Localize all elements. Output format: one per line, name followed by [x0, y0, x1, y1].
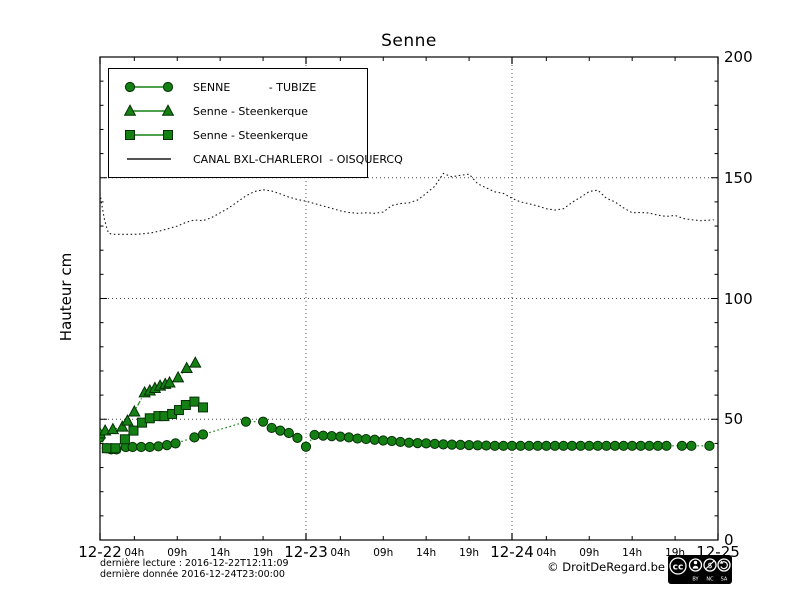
legend-item-0: SENNE - TUBIZE — [121, 75, 367, 99]
y-tick-label: 100 — [724, 289, 753, 308]
last-data-text: dernière donnée 2016-12-24T23:00:00 — [100, 569, 285, 580]
x-hour-tick-label: 04h — [124, 547, 145, 559]
y-tick-label: 150 — [724, 168, 753, 187]
x-hour-tick-label: 14h — [416, 547, 437, 559]
cc-text: cc — [673, 563, 684, 573]
x-hour-tick-label: 09h — [167, 547, 188, 559]
cc-icon — [669, 557, 731, 575]
legend-label: SENNE - TUBIZE — [193, 80, 317, 94]
chart-title: Senne — [381, 31, 437, 51]
square-legend-glyph — [125, 130, 173, 140]
x-day-tick-label: 12-22 — [78, 543, 122, 561]
line-legend-glyph — [127, 158, 171, 160]
y-tick-label: 0 — [724, 531, 734, 549]
series-0-circles — [100, 416, 715, 455]
x-hour-tick-label: 19h — [253, 547, 274, 559]
by-label: BY — [692, 577, 699, 583]
nc-icon: $ — [705, 560, 715, 570]
x-day-tick-label: 12-24 — [490, 543, 534, 561]
legend-item-2: Senne - Steenkerque — [121, 123, 367, 147]
x-hour-tick-label: 14h — [210, 547, 231, 559]
nc-label: NC — [706, 577, 714, 583]
x-hour-tick-label: 19h — [459, 547, 480, 559]
legend-label: Senne - Steenkerque — [193, 104, 309, 118]
x-hour-tick-label: 14h — [622, 547, 643, 559]
cc-license-badge: cc $ BY NC SA — [668, 555, 732, 584]
legend-box: SENNE - TUBIZE Senne - Steenkerque Senne -… — [108, 68, 403, 178]
last-reading-text: dernière lecture : 2016-12-22T12:11:09 — [100, 558, 289, 569]
series-2-squares — [101, 396, 208, 454]
legend-label: CANAL BXL-CHARLEROI - OISQUERCQ — [193, 152, 403, 166]
by-icon — [692, 560, 699, 569]
legend-item-1: Senne - Steenkerque — [121, 99, 367, 123]
y-tick-label: 200 — [724, 48, 753, 66]
circle-legend-glyph — [124, 81, 174, 93]
triangle-legend-glyph — [123, 104, 175, 116]
x-hour-tick-label: 04h — [330, 547, 351, 559]
sa-label: SA — [721, 577, 728, 583]
legend-item-3: CANAL BXL-CHARLEROI - OISQUERCQ — [121, 147, 403, 171]
y-tick-label: 50 — [724, 410, 744, 429]
x-hour-tick-label: 04h — [536, 547, 557, 559]
x-hour-tick-label: 09h — [579, 547, 600, 559]
x-day-tick-label: 12-23 — [284, 543, 328, 561]
x-hour-tick-label: 09h — [373, 547, 394, 559]
sa-icon — [719, 560, 728, 570]
legend-label: Senne - Steenkerque — [193, 128, 309, 142]
series-3-canal-line — [100, 172, 714, 235]
y-axis-label: Hauteur cm — [57, 252, 75, 342]
copyright-text: © DroitDeRegard.be — [547, 560, 665, 574]
series-1-triangles — [100, 356, 202, 439]
